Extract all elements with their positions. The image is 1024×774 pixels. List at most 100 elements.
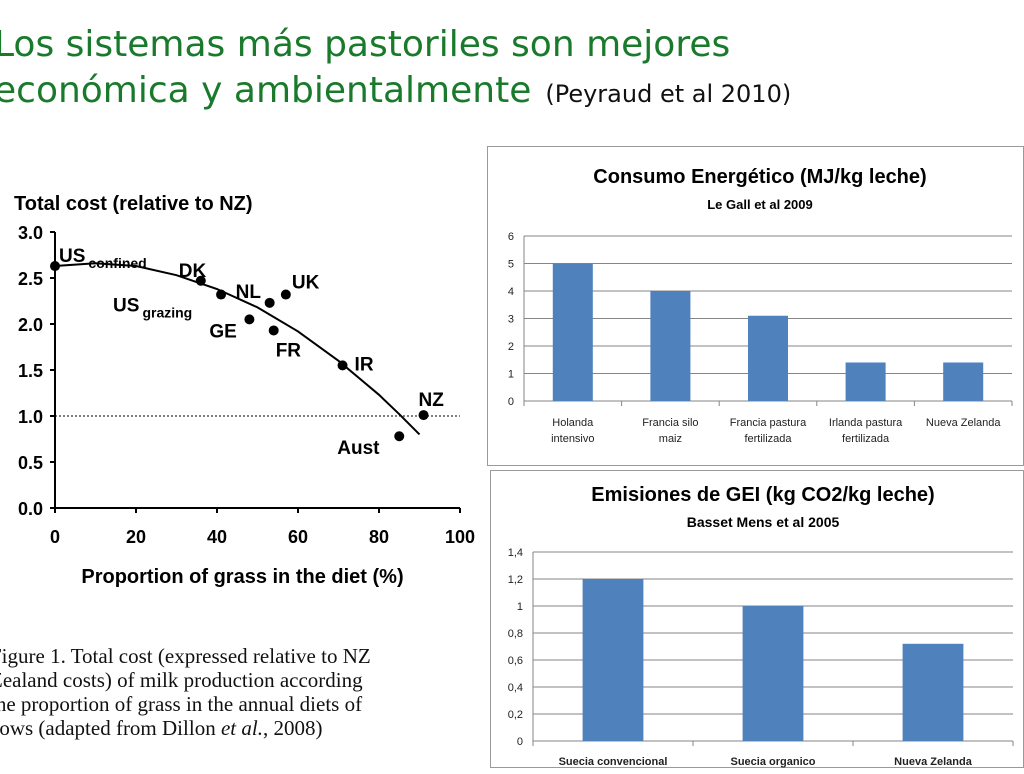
scatter-point-label-sub: confined (88, 255, 146, 271)
emissions-y-tick-label: 0,8 (508, 628, 523, 640)
scatter-point (337, 360, 348, 371)
energy-y-tick-label: 2 (508, 341, 514, 353)
caption-text: Figure 1. Total cost (expressed relative… (0, 644, 371, 740)
scatter-point (418, 410, 429, 421)
scatter-point (394, 431, 405, 442)
scatter-x-tick-label: 0 (50, 527, 60, 547)
emissions-y-tick-label: 0,4 (508, 682, 523, 694)
energy-bar (943, 362, 984, 401)
emissions-category-label: Suecia convencional (559, 756, 668, 768)
scatter-point-label: NL (236, 282, 262, 303)
scatter-x-axis-label: Proportion of grass in the diet (%) (81, 566, 403, 588)
scatter-point-label: GE (209, 321, 236, 342)
scatter-y-tick-label: 1.0 (18, 407, 43, 427)
emissions-y-tick-label: 0,2 (508, 709, 523, 721)
caption-end: , 2008) (262, 716, 323, 740)
energy-title: Consumo Energético (MJ/kg leche) (593, 166, 926, 188)
energy-chart: Consumo Energético (MJ/kg leche) Le Gall … (508, 166, 1013, 445)
emissions-bar (742, 606, 804, 741)
energy-bar (552, 263, 593, 401)
scatter-y-tick-label: 2.0 (18, 315, 43, 335)
scatter-point (216, 289, 227, 300)
emissions-bar (902, 643, 964, 741)
emissions-y-tick-label: 1,4 (508, 547, 523, 559)
total-cost-chart: Total cost (relative to NZ) 0.0 0.5 1.0 1.5 2… (14, 193, 475, 588)
energy-y-tick-label: 3 (508, 314, 514, 326)
title-line-1: Los sistemas más pastoriles son mejores (0, 24, 731, 65)
energy-category-label: Irlanda pastura (829, 417, 903, 429)
energy-y-tick-label: 5 (508, 259, 514, 271)
scatter-point-label-main: DK (179, 261, 207, 282)
figure-caption: Figure 1. Total cost (expressed relative… (0, 644, 490, 740)
energy-bar (845, 362, 886, 401)
energy-subtitle: Le Gall et al 2009 (707, 197, 813, 212)
scatter-point (50, 261, 60, 272)
energy-category-label: Francia silo (642, 417, 698, 429)
emissions-y-tick-label: 1,2 (508, 574, 523, 586)
slide-title: Los sistemas más pastoriles son mejores … (0, 22, 1024, 117)
scatter-x-tick-label: 20 (126, 527, 146, 547)
emissions-subtitle: Basset Mens et al 2005 (687, 514, 840, 530)
emissions-bar (582, 579, 644, 741)
scatter-point-label-main: FR (276, 340, 302, 361)
title-citation: (Peyraud et al 2010) (545, 80, 792, 108)
scatter-point (264, 297, 275, 308)
scatter-point-label-main: Aust (337, 438, 380, 459)
scatter-point-label: FR (276, 340, 302, 361)
scatter-title: Total cost (relative to NZ) (14, 193, 253, 215)
scatter-point (268, 325, 279, 336)
scatter-point-label-main: NZ (419, 390, 445, 411)
energy-category-label: Holanda (552, 417, 594, 429)
emissions-chart-panel: Emisiones de GEI (kg CO2/kg leche) Basset… (490, 470, 1024, 768)
scatter-point (280, 289, 291, 300)
scatter-point (244, 314, 255, 325)
scatter-point-label-main: GE (209, 321, 236, 342)
emissions-y-tick-label: 0,6 (508, 655, 523, 667)
scatter-y-tick-label: 1.5 (18, 361, 43, 381)
emissions-title: Emisiones de GEI (kg CO2/kg leche) (591, 484, 934, 506)
energy-category-label: Francia pastura (730, 417, 807, 429)
energy-category-label: fertilizada (744, 433, 792, 445)
scatter-point-label: US confined (59, 246, 147, 271)
scatter-point-label-main: IR (355, 354, 374, 375)
energy-y-tick-label: 1 (508, 369, 514, 381)
scatter-point-label: Aust (337, 438, 380, 459)
energy-y-tick-label: 4 (508, 286, 514, 298)
emissions-category-label: Suecia organico (731, 756, 816, 768)
energy-bar (650, 291, 691, 401)
scatter-point-label: UK (292, 273, 320, 294)
energy-chart-panel: Consumo Energético (MJ/kg leche) Le Gall … (487, 146, 1024, 466)
emissions-category-label: Nueva Zelanda (894, 756, 973, 768)
scatter-x-tick-label: 60 (288, 527, 308, 547)
scatter-point-label: NZ (419, 390, 445, 411)
scatter-point-label-main: UK (292, 273, 320, 294)
energy-category-label: maiz (659, 433, 682, 445)
energy-y-tick-label: 0 (508, 396, 514, 408)
scatter-y-tick-label: 0.5 (18, 453, 43, 473)
energy-category-label: intensivo (551, 433, 594, 445)
scatter-y-tick-label: 0.0 (18, 499, 43, 519)
scatter-x-tick-label: 80 (369, 527, 389, 547)
title-line-2: económica y ambientalmente (0, 70, 532, 111)
scatter-trend-curve (54, 262, 421, 436)
energy-bar (747, 315, 789, 401)
energy-category-label: Nueva Zelanda (926, 417, 1001, 429)
scatter-point-label-main: US (113, 296, 139, 317)
scatter-point-label-main: NL (236, 282, 262, 303)
scatter-point-label-sub: grazing (142, 305, 192, 321)
scatter-x-tick-label: 100 (445, 527, 475, 547)
scatter-point-label-main: US (59, 246, 85, 267)
emissions-chart: Emisiones de GEI (kg CO2/kg leche) Basset… (508, 484, 1014, 768)
scatter-y-tick-label: 3.0 (18, 223, 43, 243)
caption-italic: et al. (220, 716, 263, 740)
scatter-point-label: US grazing (113, 296, 192, 321)
energy-category-label: fertilizada (842, 433, 890, 445)
emissions-y-tick-label: 1 (517, 601, 523, 613)
scatter-point-label: IR (355, 354, 374, 375)
energy-y-tick-label: 6 (508, 231, 514, 243)
scatter-y-tick-label: 2.5 (18, 269, 43, 289)
scatter-x-tick-label: 40 (207, 527, 227, 547)
scatter-point (195, 275, 206, 286)
scatter-point-label: DK (179, 261, 207, 282)
emissions-y-tick-label: 0 (517, 736, 523, 748)
